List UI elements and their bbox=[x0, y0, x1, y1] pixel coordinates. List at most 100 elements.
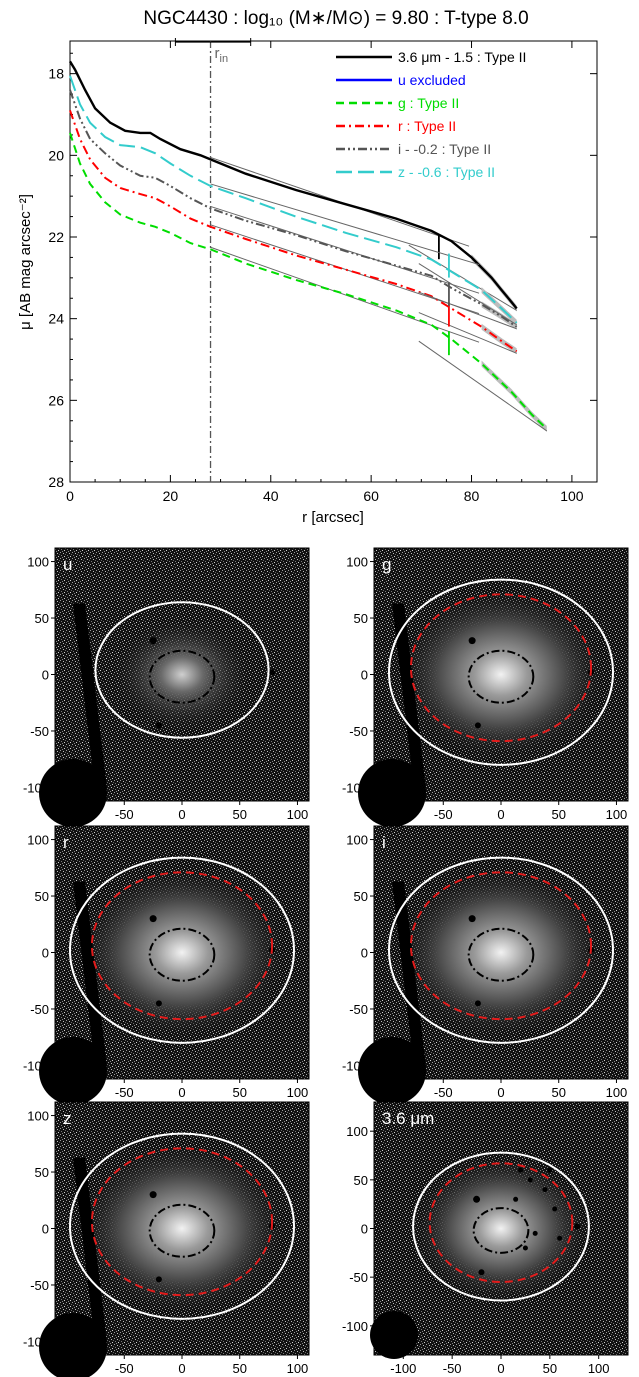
panel-x-tick-label: -100 bbox=[54, 1361, 80, 1376]
panel-label: r bbox=[63, 833, 69, 852]
sky-background bbox=[374, 1102, 628, 1355]
y-tick-label: 26 bbox=[48, 392, 64, 408]
panel-x-tick-label: -100 bbox=[390, 1361, 416, 1376]
mask-star bbox=[155, 1000, 162, 1007]
inner-ellipse bbox=[148, 649, 216, 704]
panel-y-tick-label: -100 bbox=[342, 1058, 368, 1073]
panel-x-tick-label: 0 bbox=[497, 1361, 504, 1376]
legend-entry: 3.6 μm - 1.5 : Type II bbox=[398, 49, 526, 65]
panel-label: u bbox=[63, 555, 72, 574]
break-ellipse bbox=[90, 1147, 274, 1297]
panel-x-tick-label: 100 bbox=[588, 1361, 610, 1376]
fit-line-inner bbox=[210, 205, 480, 294]
surface-brightness-profile-chart: NGC4430 : log₁₀ (M∗/M⊙) = 9.80 : T-type … bbox=[17, 8, 598, 526]
mask-region bbox=[39, 1313, 107, 1377]
plot-frame bbox=[69, 40, 598, 483]
mask-star bbox=[468, 915, 476, 923]
break-ellipse bbox=[409, 593, 593, 743]
profile-series: rin bbox=[68, 38, 548, 482]
panel-x-tick-label: -50 bbox=[115, 1085, 134, 1100]
mask-region bbox=[358, 759, 426, 827]
image-panel: i -100 -50 0 50 100 -100 -50 0 50 100 bbox=[342, 825, 629, 1105]
inner-ellipse bbox=[472, 1207, 530, 1254]
mask-star bbox=[518, 1167, 524, 1173]
panel-frame bbox=[373, 547, 629, 802]
image-panel: g -100 -50 0 50 100 -100 -50 0 50 100 bbox=[342, 547, 629, 827]
panel-y-tick-label: -50 bbox=[30, 724, 49, 739]
image-panel: r -100 -50 0 50 100 -100 -50 0 50 100 bbox=[23, 825, 310, 1105]
x-tick-label: 100 bbox=[560, 488, 584, 504]
mask-region bbox=[73, 603, 107, 789]
profile-line bbox=[69, 89, 518, 328]
panel-label: z bbox=[63, 1109, 72, 1128]
outer-ellipse bbox=[69, 1132, 295, 1320]
panel-y-tick-label: 0 bbox=[361, 668, 368, 683]
sky-background bbox=[374, 826, 628, 1079]
mask-star bbox=[478, 1269, 485, 1276]
panel-x-tick-label: 100 bbox=[606, 807, 628, 822]
outer-ellipse bbox=[412, 1151, 590, 1302]
sky-background bbox=[55, 548, 309, 801]
inner-ellipse bbox=[467, 649, 535, 704]
x-axis-label: r [arcsec] bbox=[302, 509, 364, 526]
panel-frame bbox=[373, 825, 629, 1080]
x-tick-label: 40 bbox=[263, 488, 279, 504]
fit-line-outer bbox=[418, 263, 517, 326]
panel-y-tick-label: 0 bbox=[42, 668, 49, 683]
legend-entry: z - -0.6 : Type II bbox=[398, 164, 495, 180]
fit-line-inner bbox=[210, 224, 480, 315]
panel-y-tick-label: 50 bbox=[35, 889, 49, 904]
x-tick-label: 0 bbox=[66, 488, 74, 504]
panel-x-tick-label: 0 bbox=[497, 807, 504, 822]
panel-x-tick-label: 100 bbox=[287, 1085, 309, 1100]
panel-x-tick-label: -50 bbox=[443, 1361, 462, 1376]
panel-x-tick-label: 0 bbox=[178, 807, 185, 822]
panel-y-tick-label: -100 bbox=[23, 1334, 49, 1349]
panel-y-tick-label: -100 bbox=[342, 780, 368, 795]
panel-x-tick-label: 0 bbox=[178, 1085, 185, 1100]
panel-x-tick-label: 50 bbox=[232, 807, 246, 822]
mask-star bbox=[149, 915, 157, 923]
panel-x-tick-label: -50 bbox=[434, 1085, 453, 1100]
x-tick-label: 20 bbox=[163, 488, 179, 504]
panel-x-tick-label: 50 bbox=[232, 1085, 246, 1100]
panel-frame bbox=[54, 825, 310, 1080]
panel-frame bbox=[54, 1101, 310, 1356]
image-panel: u -100 -50 0 50 100 -100 -50 0 50 100 bbox=[23, 547, 310, 827]
mask-region bbox=[392, 881, 426, 1067]
panel-x-tick-label: 50 bbox=[551, 807, 565, 822]
panel-x-tick-label: 50 bbox=[232, 1361, 246, 1376]
profile-line bbox=[69, 75, 518, 324]
mask-star bbox=[532, 1230, 538, 1236]
panel-label: i bbox=[382, 833, 386, 852]
mask-region bbox=[73, 881, 107, 1067]
galaxy-image bbox=[112, 618, 252, 731]
galaxy-image bbox=[413, 1155, 589, 1302]
panel-y-tick-label: 100 bbox=[27, 1109, 49, 1124]
panel-y-tick-label: 0 bbox=[42, 946, 49, 961]
sky-background bbox=[55, 1102, 309, 1355]
panel-label: 3.6 μm bbox=[382, 1109, 434, 1128]
galaxy-image bbox=[78, 867, 286, 1038]
panel-y-tick-label: -100 bbox=[23, 1058, 49, 1073]
fit-line-outer bbox=[408, 244, 517, 311]
panel-y-tick-label: 100 bbox=[27, 555, 49, 570]
sky-background bbox=[55, 826, 309, 1079]
panel-y-tick-label: -50 bbox=[349, 724, 368, 739]
panel-x-tick-label: 50 bbox=[543, 1361, 557, 1376]
mask-star bbox=[574, 1223, 581, 1230]
fit-line-outer bbox=[418, 312, 517, 354]
galaxy-image bbox=[397, 589, 605, 760]
mask-star bbox=[149, 1191, 157, 1199]
panel-x-tick-label: 0 bbox=[497, 1085, 504, 1100]
mask-star bbox=[527, 1177, 533, 1183]
panel-y-tick-label: 0 bbox=[42, 1222, 49, 1237]
panel-y-tick-label: -100 bbox=[23, 780, 49, 795]
panel-y-tick-label: 100 bbox=[346, 1124, 368, 1139]
galaxy-image bbox=[397, 867, 605, 1038]
mask-star bbox=[547, 1167, 553, 1173]
mask-region bbox=[39, 759, 107, 827]
panel-x-tick-label: 100 bbox=[606, 1085, 628, 1100]
inner-ellipse bbox=[467, 927, 535, 982]
mask-star bbox=[513, 1196, 519, 1202]
